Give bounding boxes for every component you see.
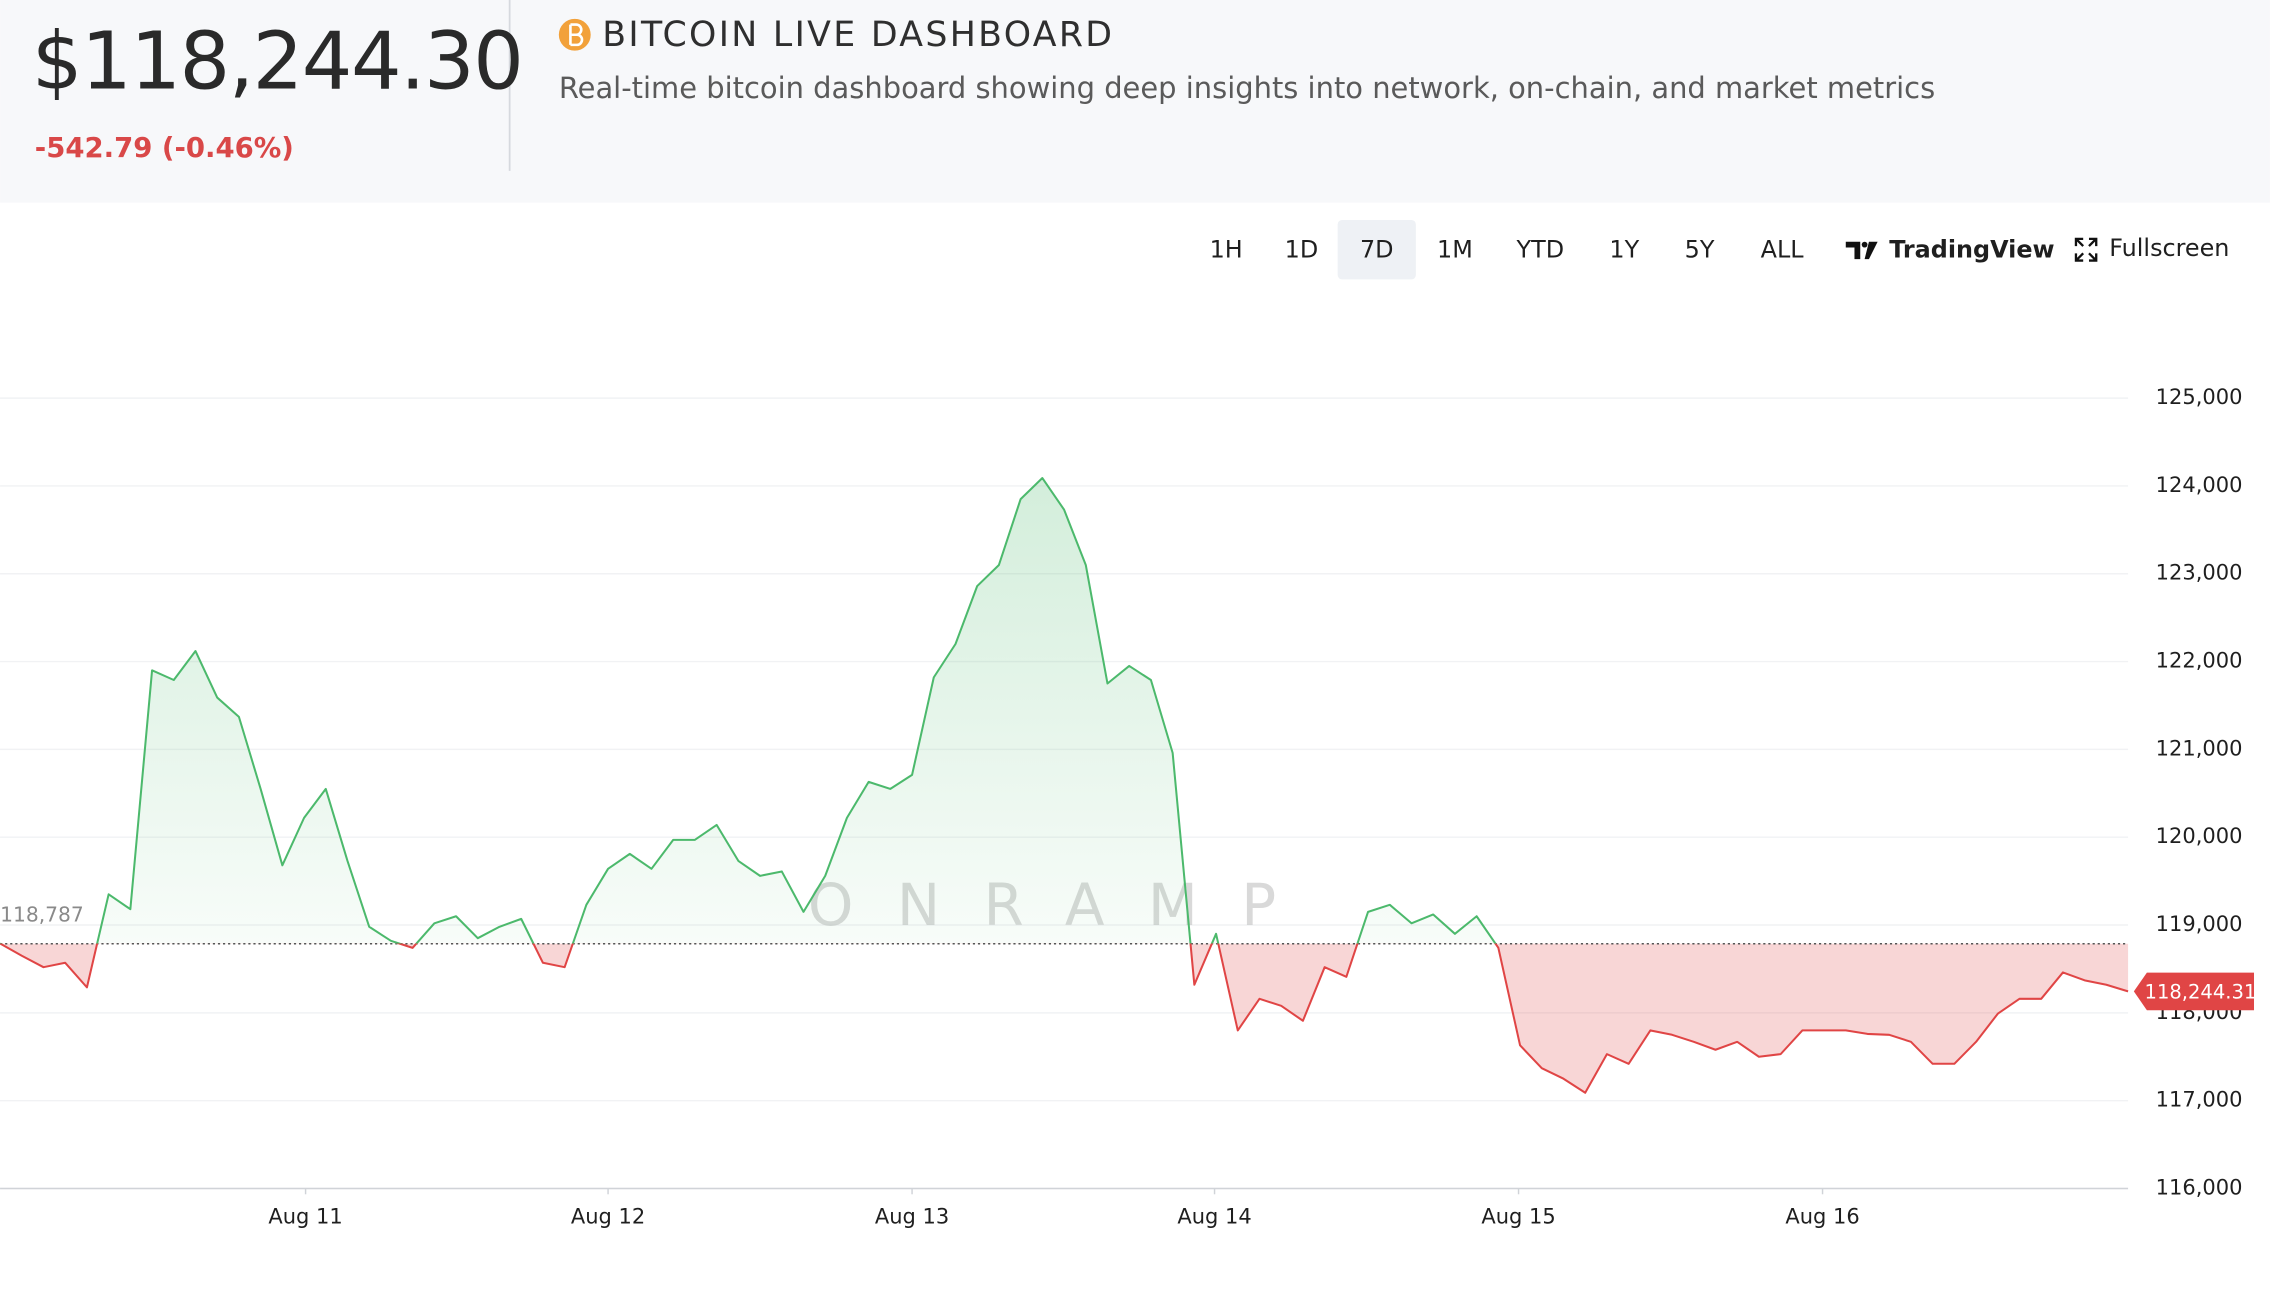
dashboard-subtitle: Real-time bitcoin dashboard showing deep… [559, 71, 1935, 105]
baseline-label: 118,787 [0, 903, 84, 927]
area-fill [0, 478, 2129, 1093]
last-price-label: 118,244.31 [2145, 980, 2257, 1003]
y-tick-label: 122,000 [2156, 649, 2243, 673]
y-tick-label: 117,000 [2156, 1088, 2243, 1112]
x-tick-label: Aug 12 [571, 1204, 645, 1228]
range-button[interactable]: 1D [1285, 235, 1319, 263]
x-tick-label: Aug 15 [1481, 1204, 1555, 1228]
x-tick-label: Aug 16 [1785, 1204, 1859, 1228]
range-button[interactable]: YTD [1516, 235, 1565, 263]
range-button[interactable]: ALL [1761, 235, 1805, 263]
fullscreen-label[interactable]: Fullscreen [2109, 234, 2229, 262]
tradingview-button[interactable]: TradingView [1845, 235, 2055, 263]
fullscreen-button[interactable]: Fullscreen [2074, 234, 2229, 262]
tradingview-label[interactable]: TradingView [1889, 235, 2054, 263]
price-line [0, 477, 2129, 1094]
x-tick-label: Aug 13 [875, 1204, 949, 1228]
range-button[interactable]: 5Y [1685, 235, 1715, 263]
range-button[interactable]: 7D [1360, 235, 1394, 263]
x-tick-label: Aug 14 [1177, 1204, 1251, 1228]
x-tick-label: Aug 11 [268, 1204, 342, 1228]
y-tick-label: 124,000 [2156, 473, 2243, 497]
selected-range-background [1337, 220, 1416, 280]
y-tick-label: 119,000 [2156, 912, 2243, 936]
y-tick-label: 116,000 [2156, 1175, 2243, 1199]
dashboard-title: BITCOIN LIVE DASHBOARD [602, 15, 1114, 55]
plot: 116,000117,000118,000119,000120,000121,0… [0, 385, 2256, 1228]
price: $118,244.30 [32, 15, 523, 108]
y-tick-label: 123,000 [2156, 561, 2243, 585]
y-tick-label: 125,000 [2156, 385, 2243, 409]
range-button[interactable]: 1M [1437, 235, 1473, 263]
y-tick-label: 120,000 [2156, 824, 2243, 848]
range-button[interactable]: 1H [1210, 235, 1243, 263]
last-price-tag [2133, 972, 2255, 1011]
range-button[interactable]: 1Y [1609, 235, 1639, 263]
header-background [0, 0, 2270, 203]
toolbar: 1H 1D 7D 1M YTD 1Y 5Y ALL [1210, 220, 1805, 280]
bitcoin-icon [558, 18, 591, 51]
y-tick-label: 121,000 [2156, 736, 2243, 760]
price-change: -542.79 (-0.46%) [35, 132, 294, 164]
